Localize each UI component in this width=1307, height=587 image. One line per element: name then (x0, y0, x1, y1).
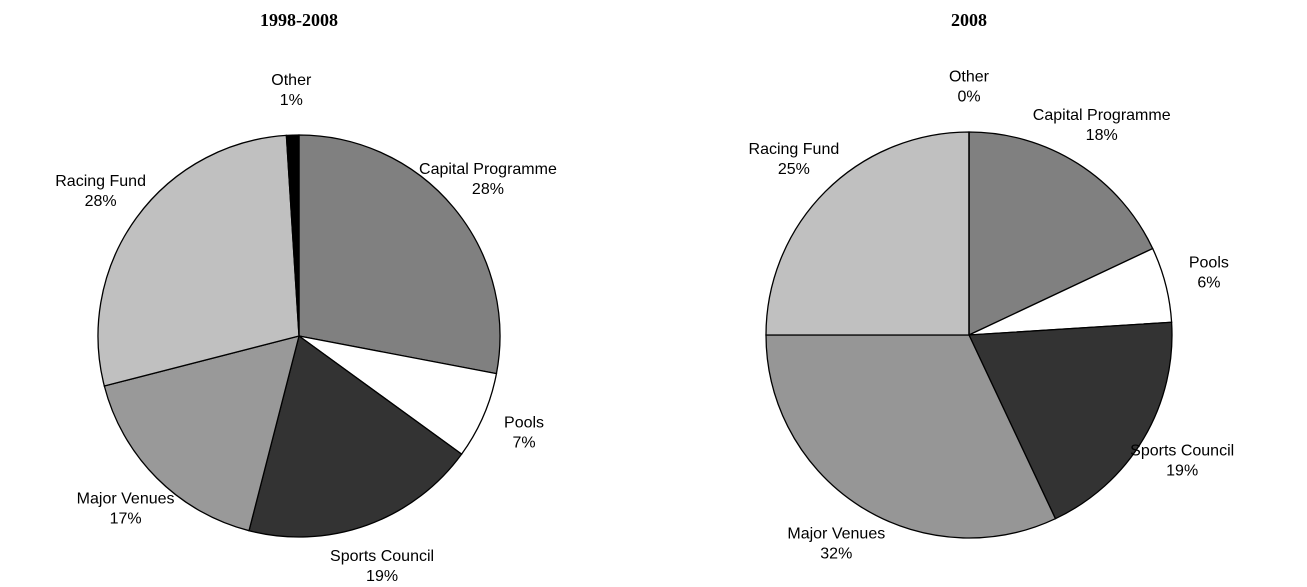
pie-slice (968, 131, 1154, 337)
pie-slice (97, 134, 300, 387)
slice-value-label: 7% (512, 435, 535, 452)
pie-slice (248, 334, 463, 538)
slice-label: Racing Fund (55, 173, 146, 190)
slice-label: Other (271, 72, 312, 89)
slice-label: Racing Fund (749, 141, 840, 158)
pie-slice (285, 134, 300, 337)
slice-value-label: 25% (778, 161, 810, 178)
slice-label: Pools (504, 415, 544, 432)
slice-value-label: 28% (85, 193, 117, 210)
slice-value-label: 6% (1197, 275, 1220, 292)
slice-value-label: 0% (957, 89, 980, 106)
slice-value-label: 32% (820, 545, 852, 562)
slice-value-label: 1% (280, 92, 303, 109)
slice-value-label: 28% (472, 181, 504, 198)
slice-label: Major Venues (77, 491, 175, 508)
pie-slice (103, 335, 300, 532)
slice-label: Major Venues (787, 525, 885, 542)
slice-label: Other (949, 69, 990, 86)
slice-label: Capital Programme (419, 161, 557, 178)
slice-label: Sports Council (330, 548, 434, 565)
slice-label: Sports Council (1130, 442, 1234, 459)
slice-label: Capital Programme (1033, 107, 1171, 124)
chart-title: 2008 (951, 10, 987, 30)
slice-value-label: 19% (366, 568, 398, 585)
slice-value-label: 17% (110, 511, 142, 528)
slice-value-label: 19% (1166, 462, 1198, 479)
slice-label: Pools (1189, 255, 1229, 272)
pie-slice (765, 334, 1057, 539)
pie-slice (298, 134, 501, 375)
chart-title: 1998-2008 (260, 10, 338, 30)
slice-value-label: 18% (1086, 127, 1118, 144)
pie-slice (968, 321, 1173, 520)
pie-slice (765, 131, 970, 336)
